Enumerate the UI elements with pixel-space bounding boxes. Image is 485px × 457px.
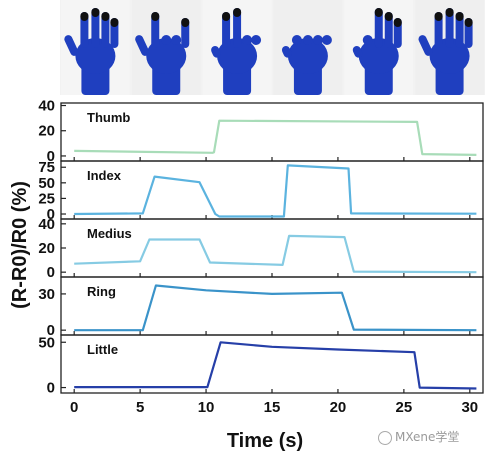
y-tick-label: 0 xyxy=(47,264,55,281)
y-tick-label: 40 xyxy=(38,98,55,115)
watermark: MXene学堂 xyxy=(378,428,459,445)
series-label: Index xyxy=(87,168,122,183)
y-tick-label: 75 xyxy=(38,159,55,176)
watermark-text: MXene学堂 xyxy=(395,430,460,444)
y-tick-label: 25 xyxy=(38,190,55,207)
panel-ring: 0 30 Ring xyxy=(38,276,484,339)
series-line-index xyxy=(74,164,477,218)
x-tick-label: 25 xyxy=(396,399,413,416)
glove-photo-open-hand xyxy=(61,0,130,95)
y-tick-label: 20 xyxy=(38,123,55,140)
y-tick-label: 0 xyxy=(47,206,55,223)
series-label: Little xyxy=(87,342,118,357)
series-line-thumb xyxy=(74,119,477,156)
x-tick-label: 10 xyxy=(198,399,215,416)
panel-thumb: 0 20 40 Thumb xyxy=(38,98,484,165)
glove-photo-victory xyxy=(202,0,272,95)
y-tick-label: 50 xyxy=(38,175,55,192)
y-axis-title: (R-R0)/R0 (%) xyxy=(9,181,31,309)
glove-photo-horns xyxy=(131,0,201,95)
glove-photo-ok-sign xyxy=(344,0,414,95)
glove-photo-fist xyxy=(273,0,343,95)
series-line-ring xyxy=(74,284,477,332)
y-tick-label: 50 xyxy=(38,334,55,351)
series-line-medius xyxy=(74,234,477,274)
y-tick-label: 40 xyxy=(38,216,55,233)
glove-photo-open-hand xyxy=(415,0,484,95)
y-tick-label: 30 xyxy=(38,286,55,303)
x-tick-label: 0 xyxy=(70,399,78,416)
series-line-little xyxy=(74,341,477,390)
x-tick-label: 5 xyxy=(136,399,144,416)
x-tick-label: 30 xyxy=(461,399,478,416)
y-tick-label: 0 xyxy=(47,322,55,339)
series-label: Ring xyxy=(87,284,116,299)
panel-medius: 0 20 40 Medius xyxy=(38,216,484,281)
y-tick-label: 0 xyxy=(47,148,55,165)
series-label: Medius xyxy=(87,226,132,241)
x-tick-label: 20 xyxy=(330,399,347,416)
x-axis-title: Time (s) xyxy=(227,430,303,452)
gesture-photos xyxy=(61,0,484,95)
x-tick-label: 15 xyxy=(264,399,281,416)
series-label: Thumb xyxy=(87,110,130,125)
y-tick-label: 0 xyxy=(47,380,55,397)
panel-little: 0 50 Little xyxy=(38,334,484,397)
gesture-photo-strip xyxy=(60,0,485,95)
panel-frame xyxy=(60,160,484,220)
wechat-icon xyxy=(378,430,392,445)
y-tick-label: 20 xyxy=(38,240,55,257)
panel-frame xyxy=(60,276,484,336)
